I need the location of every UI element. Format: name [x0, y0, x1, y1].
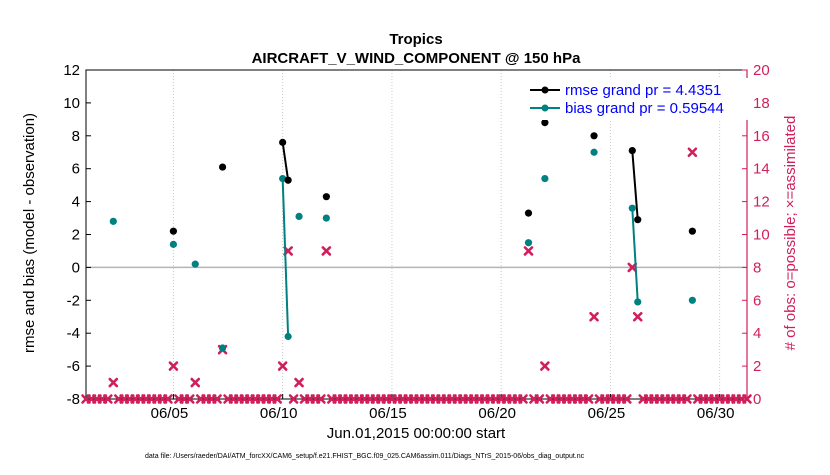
x-tick-label: 06/30 — [697, 405, 735, 422]
obs-count-zero-marker — [316, 394, 326, 404]
x-tick-label: 06/05 — [151, 405, 189, 422]
obs-count-marker — [540, 361, 550, 371]
y2-tick-label: 2 — [753, 358, 761, 375]
rmse-point — [322, 193, 330, 201]
y-axis-label: rmse and bias (model - observation) — [21, 113, 38, 353]
x-tick-label: 06/15 — [369, 405, 407, 422]
obs-count-marker — [277, 361, 288, 371]
obs-count-marker — [632, 311, 643, 322]
obs-count-marker — [321, 246, 332, 256]
bias-point — [634, 298, 642, 306]
bias-point — [218, 344, 227, 352]
bias-point — [524, 239, 533, 247]
bias-line-segment — [281, 178, 290, 337]
y-tick-label: 0 — [72, 259, 80, 276]
bias-point — [279, 174, 287, 183]
obs-count-zero-marker — [682, 394, 692, 404]
legend-marker-rmse — [541, 86, 549, 94]
obs-count-marker — [294, 377, 304, 388]
obs-count-zero-marker — [212, 394, 222, 404]
y-tick-label: -2 — [67, 292, 80, 309]
y2-tick-label: 10 — [753, 227, 770, 244]
footer-data-file: data file: /Users/raeder/DAI/ATM_forcXX/… — [145, 453, 585, 460]
obs-count-zero-marker — [288, 394, 299, 404]
y2-tick-label: 20 — [753, 62, 770, 79]
bias-point — [284, 332, 292, 341]
obs-count-zero-marker — [742, 394, 752, 404]
bias-point — [688, 296, 696, 304]
obs-count-zero-marker — [518, 394, 528, 404]
bias-point — [295, 212, 303, 221]
axes: -8 -6 -4 -2 0 2 4 6 8 10 12 0 2 4 6 8 10 12 14 16 18 20 06/05 0… — [63, 62, 769, 422]
y-tick-label: -6 — [67, 358, 80, 375]
obs-count-marker — [523, 246, 534, 256]
rmse-line-segment — [281, 142, 290, 181]
y2-axis-label: # of obs: o=possible; ×=assimilated — [782, 116, 799, 351]
obs-count-zero-marker — [103, 394, 113, 404]
chart-subtitle: AIRCRAFT_V_WIND_COMPONENT @ 150 hPa — [252, 50, 582, 67]
legend-entry-bias: bias grand pr = 0.59544 — [565, 100, 724, 117]
obs-count-zero-marker — [184, 394, 195, 404]
obs-count-marker — [190, 377, 201, 388]
rmse-point — [634, 216, 642, 224]
y2-tick-label: 0 — [753, 391, 761, 408]
bias-point — [322, 214, 330, 222]
obs-count-zero-marker — [272, 394, 282, 404]
y2-tick-label: 8 — [753, 259, 761, 276]
rmse-point — [590, 132, 598, 140]
y2-tick-label: 16 — [753, 128, 770, 145]
obs-count-marker — [589, 311, 599, 322]
y-tick-label: 6 — [72, 161, 80, 178]
chart-title: Tropics — [389, 31, 442, 48]
y2-tick-label: 14 — [753, 161, 770, 178]
rmse-point — [284, 176, 292, 184]
bias-point — [541, 174, 549, 183]
y-tick-label: -8 — [67, 391, 80, 408]
marks — [81, 119, 752, 404]
x-tick-label: 06/10 — [260, 405, 298, 422]
rmse-point — [218, 163, 227, 171]
x-tick-label: 06/25 — [588, 405, 626, 422]
legend: rmse grand pr = 4.4351 bias grand pr = 0… — [520, 78, 748, 120]
legend-marker-bias — [541, 104, 549, 112]
bias-point — [191, 260, 199, 268]
obs-count-marker — [687, 147, 698, 158]
obs-count-marker — [168, 361, 179, 371]
y-tick-label: 2 — [72, 227, 80, 244]
rmse-point — [524, 209, 533, 217]
obs-count-zero-marker — [534, 394, 545, 404]
bias-point — [109, 217, 117, 225]
obs-count-zero-marker — [622, 394, 632, 404]
x-axis-label: Jun.01,2015 00:00:00 start — [327, 425, 506, 442]
bias-point — [628, 204, 636, 212]
y-tick-label: 10 — [63, 95, 80, 112]
legend-entry-rmse: rmse grand pr = 4.4351 — [565, 82, 721, 99]
obs-count-marker — [108, 377, 119, 388]
y-tick-label: 8 — [72, 128, 80, 145]
y2-tick-label: 18 — [753, 95, 770, 112]
y-tick-label: 12 — [63, 62, 80, 79]
obs-count-zero-marker — [583, 394, 594, 404]
rmse-point — [688, 227, 696, 235]
rmse-line-segment — [631, 150, 639, 220]
rmse-point — [541, 119, 549, 127]
bias-line-segment — [631, 208, 639, 303]
y-tick-label: -4 — [67, 325, 80, 342]
rmse-point — [628, 147, 636, 155]
y2-tick-label: 4 — [753, 325, 761, 342]
y2-tick-label: 12 — [753, 194, 770, 211]
y-tick-label: 4 — [72, 194, 80, 211]
obs-count-zero-marker — [163, 394, 173, 404]
rmse-point — [279, 138, 287, 146]
rmse-point — [169, 227, 178, 235]
bias-point — [169, 240, 178, 248]
y2-tick-label: 6 — [753, 292, 761, 309]
bias-point — [590, 148, 598, 156]
x-tick-label: 06/20 — [478, 405, 516, 422]
